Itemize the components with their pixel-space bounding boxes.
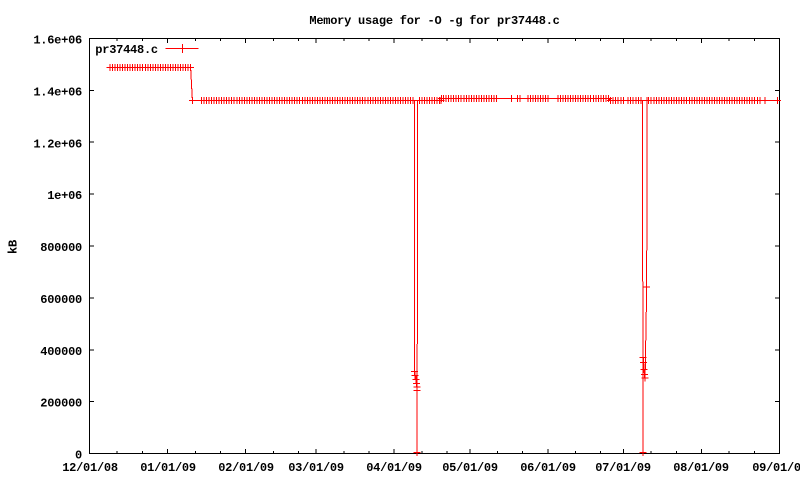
svg-text:pr37448.c: pr37448.c [95,43,158,57]
svg-text:12/01/08: 12/01/08 [62,461,118,475]
svg-text:0: 0 [75,449,82,463]
svg-text:600000: 600000 [40,293,82,307]
svg-text:1.4e+06: 1.4e+06 [33,86,82,100]
svg-text:800000: 800000 [40,241,82,255]
svg-text:08/01/09: 08/01/09 [673,461,729,475]
svg-text:09/01/09: 09/01/09 [752,461,800,475]
svg-text:1.2e+06: 1.2e+06 [33,137,82,151]
svg-text:1.6e+06: 1.6e+06 [33,34,82,48]
svg-text:400000: 400000 [40,345,82,359]
svg-text:200000: 200000 [40,397,82,411]
svg-text:02/01/09: 02/01/09 [218,461,274,475]
svg-text:1e+06: 1e+06 [47,189,82,203]
svg-text:05/01/09: 05/01/09 [442,461,498,475]
svg-text:01/01/09: 01/01/09 [140,461,196,475]
svg-text:kB: kB [7,240,21,254]
svg-text:03/01/09: 03/01/09 [288,461,344,475]
svg-text:Memory usage for -O -g for pr3: Memory usage for -O -g for pr37448.c [309,14,559,28]
svg-text:07/01/09: 07/01/09 [595,461,651,475]
svg-text:04/01/09: 04/01/09 [366,461,422,475]
svg-text:06/01/09: 06/01/09 [520,461,576,475]
